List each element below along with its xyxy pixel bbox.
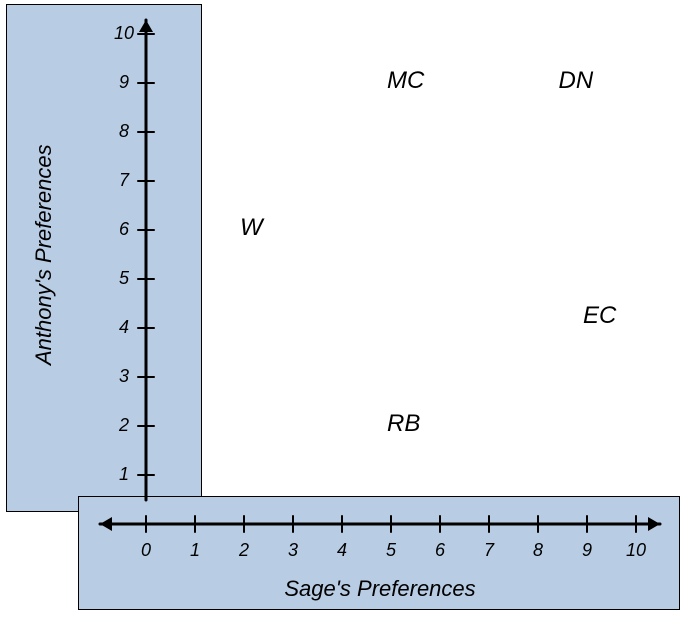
data-point-ec: EC <box>583 302 616 330</box>
y-tick-label: 10 <box>112 23 136 44</box>
x-tick-label: 3 <box>281 540 305 561</box>
x-tick-label: 2 <box>232 540 256 561</box>
x-tick-label: 9 <box>575 540 599 561</box>
y-tick-label: 9 <box>112 72 136 93</box>
x-tick-label: 7 <box>477 540 501 561</box>
y-tick-label: 7 <box>112 170 136 191</box>
data-point-rb: RB <box>387 410 420 438</box>
y-tick-label: 4 <box>112 317 136 338</box>
y-tick-label: 8 <box>112 121 136 142</box>
x-tick-label: 1 <box>183 540 207 561</box>
x-tick-label: 5 <box>379 540 403 561</box>
y-tick-label: 2 <box>112 415 136 436</box>
data-point-mc: MC <box>387 67 424 95</box>
y-tick-label: 1 <box>112 464 136 485</box>
x-tick-label: 0 <box>134 540 158 561</box>
data-point-w: W <box>240 214 263 242</box>
x-tick-label: 4 <box>330 540 354 561</box>
y-tick-label: 5 <box>112 268 136 289</box>
y-tick-label: 3 <box>112 366 136 387</box>
preferences-scatter: Anthony's Preferences Sage's Preferences… <box>0 0 688 618</box>
y-tick-label: 6 <box>112 219 136 240</box>
data-point-dn: DN <box>559 67 594 95</box>
x-tick-label: 10 <box>624 540 648 561</box>
x-tick-label: 8 <box>526 540 550 561</box>
x-tick-label: 6 <box>428 540 452 561</box>
